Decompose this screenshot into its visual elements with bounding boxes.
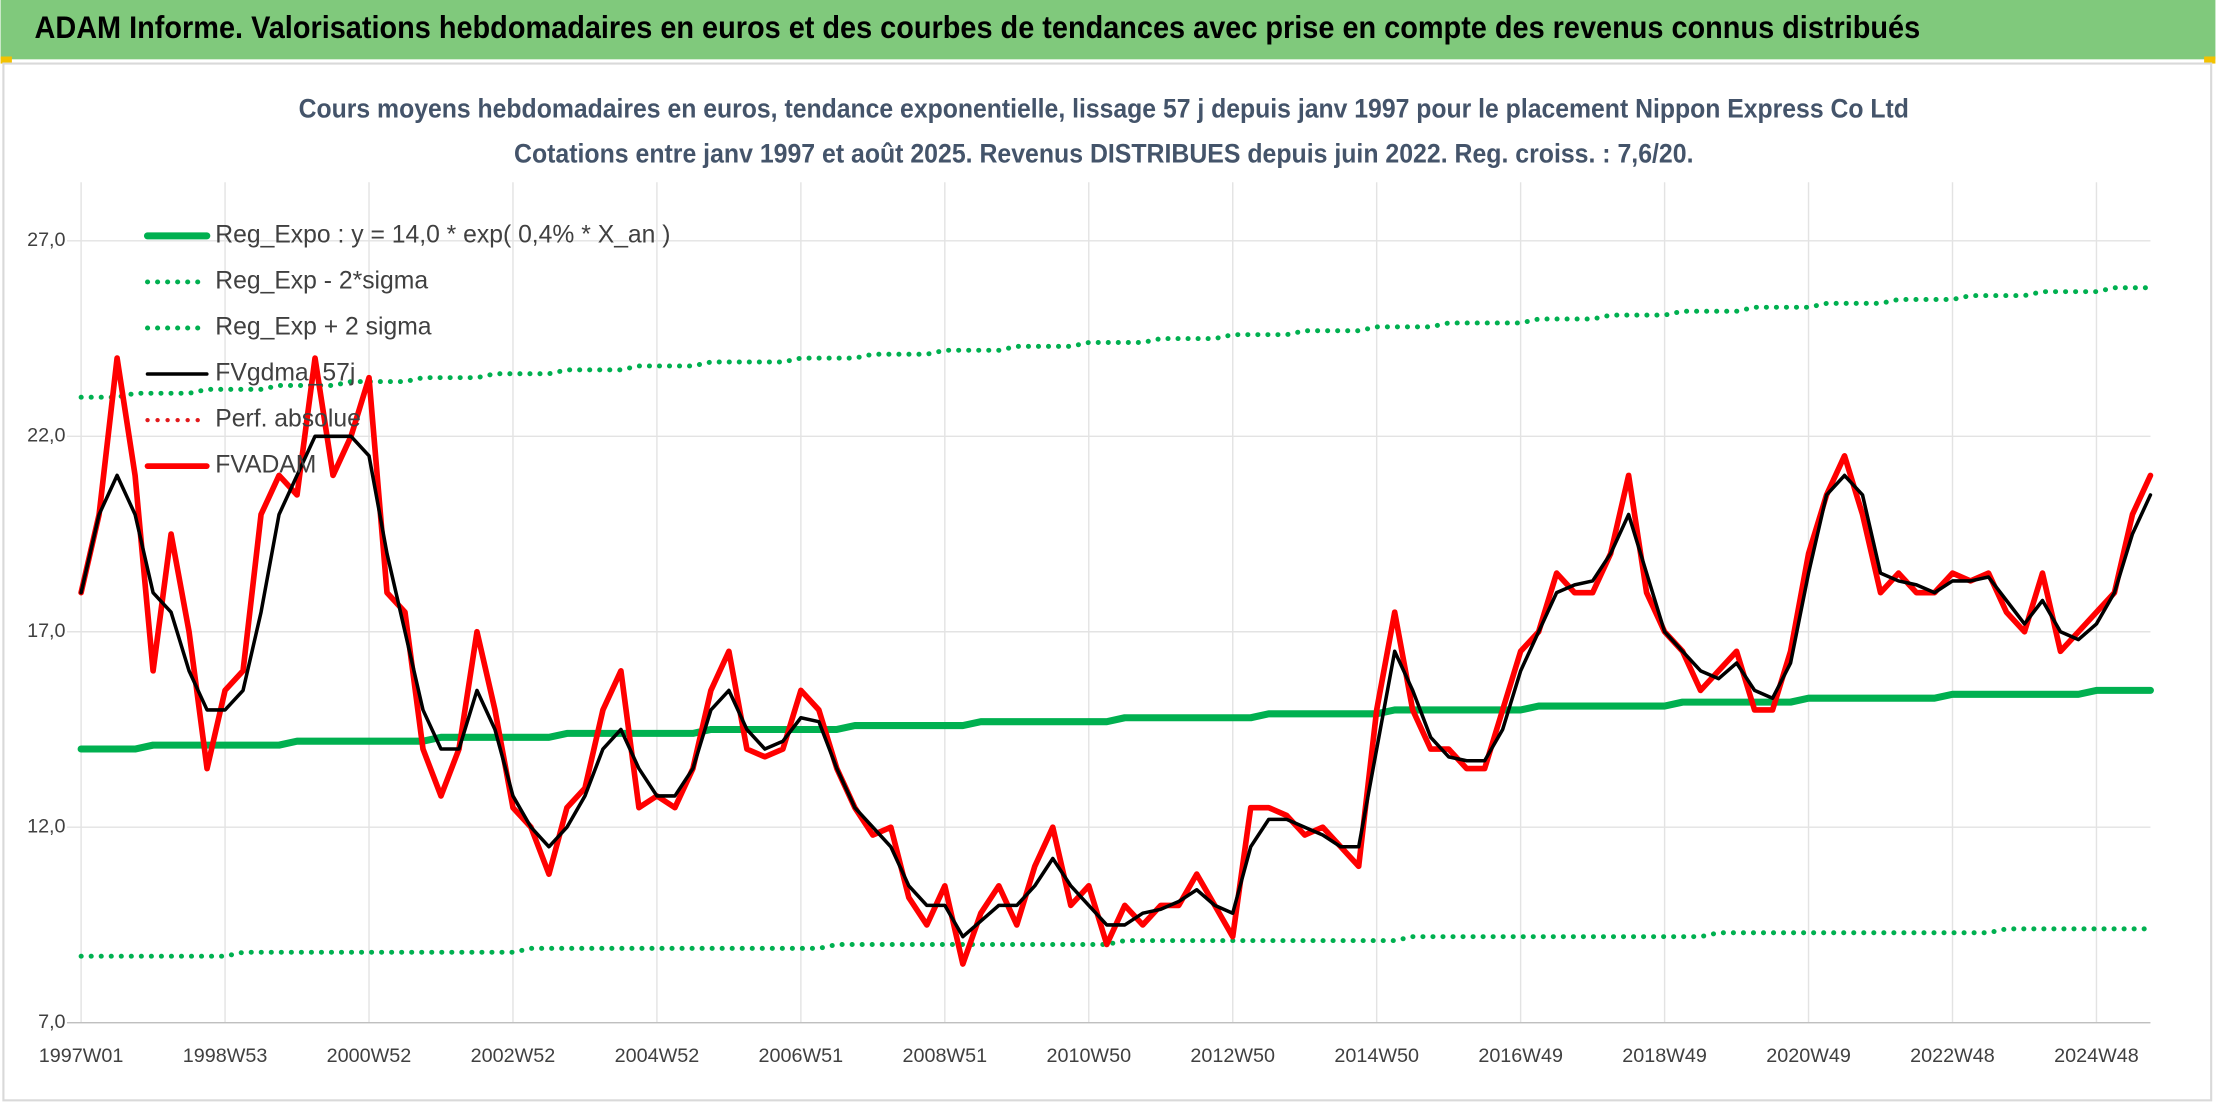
legend-label: Reg_Exp + 2 sigma bbox=[215, 314, 432, 341]
x-tick-label: 2004W52 bbox=[615, 1045, 700, 1067]
x-tick-label: 2020W49 bbox=[1766, 1045, 1851, 1067]
corner-mark bbox=[2204, 56, 2216, 64]
x-tick-label: 1998W53 bbox=[183, 1045, 268, 1067]
plot-lines bbox=[77, 285, 2154, 967]
x-tick-label: 2012W50 bbox=[1190, 1045, 1275, 1067]
y-tick-label: 27,0 bbox=[27, 229, 65, 251]
chart-subtitle: Cours moyens hebdomadaires en euros, ten… bbox=[299, 93, 1909, 123]
series-line bbox=[78, 926, 2153, 959]
series-line bbox=[78, 285, 2153, 400]
x-tick-label: 2014W50 bbox=[1334, 1045, 1419, 1067]
chart-border bbox=[2, 62, 2213, 1102]
x-tick-label: 2006W51 bbox=[759, 1045, 844, 1067]
grid bbox=[66, 182, 2151, 1024]
x-tick-label: 2024W48 bbox=[2054, 1045, 2139, 1067]
x-tick-label: 2008W51 bbox=[903, 1045, 988, 1067]
x-tick-label: 2022W48 bbox=[1910, 1045, 1995, 1067]
x-tick-label: 2002W52 bbox=[471, 1045, 556, 1067]
y-tick-label: 17,0 bbox=[27, 620, 65, 642]
header-band bbox=[0, 0, 2216, 60]
legend: Reg_Expo : y = 14,0 * exp( 0,4% * X_an )… bbox=[143, 221, 671, 479]
y-tick-label: 22,0 bbox=[27, 425, 65, 447]
y-tick-label: 7,0 bbox=[38, 1011, 65, 1033]
chart-subtitle: Cotations entre janv 1997 et août 2025. … bbox=[514, 138, 1693, 168]
corner-mark bbox=[0, 56, 12, 64]
legend-label: Reg_Exp - 2*sigma bbox=[215, 267, 428, 294]
legend-label: FVADAM bbox=[215, 452, 316, 479]
chart-title: ADAM Informe. Valorisations hebdomadaire… bbox=[34, 10, 1920, 45]
x-tick-label: 2018W49 bbox=[1622, 1045, 1707, 1067]
legend-label: Perf. absolue bbox=[215, 406, 361, 433]
legend-label: FVgdma_57j bbox=[215, 360, 355, 387]
series-line bbox=[79, 434, 2153, 939]
axes: 7,0 12,0 17,0 22,0 27,0 1997W01 1998W53 2000W52… bbox=[27, 229, 2151, 1067]
x-tick-label: 2000W52 bbox=[327, 1045, 412, 1067]
legend-label: Reg_Expo : y = 14,0 * exp( 0,4% * X_an ) bbox=[215, 221, 670, 248]
y-tick-label: 12,0 bbox=[27, 815, 65, 837]
x-tick-label: 2010W50 bbox=[1046, 1045, 1131, 1067]
x-tick-label: 2016W49 bbox=[1478, 1045, 1563, 1067]
series-line bbox=[77, 686, 2154, 753]
x-tick-label: 1997W01 bbox=[39, 1045, 124, 1067]
